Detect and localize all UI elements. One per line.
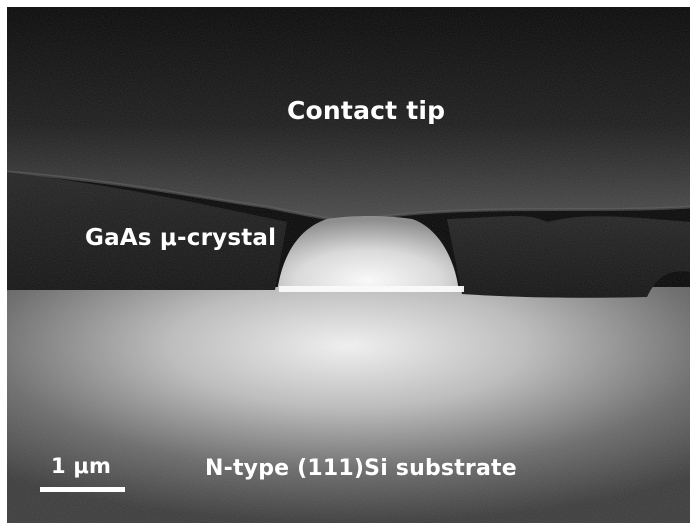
scale-bar	[40, 487, 125, 492]
substrate-label: N-type (111)Si substrate	[205, 456, 517, 481]
contact-tip-label: Contact tip	[287, 96, 446, 125]
crystal-label: GaAs μ-crystal	[85, 225, 277, 251]
scale-bar-label: 1 μm	[51, 454, 112, 478]
noise-overlay	[7, 7, 690, 523]
micrograph-image: Contact tip GaAs μ-crystal N-type (111)S…	[7, 7, 690, 523]
sem-scene	[7, 7, 690, 523]
